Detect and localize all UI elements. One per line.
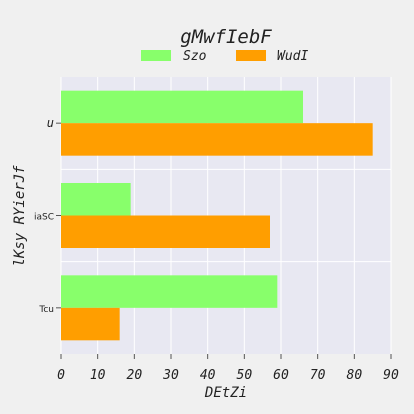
x-tick-label: 10 [90,368,106,383]
x-tick-label: 40 [200,368,216,383]
legend-label-Szo: Szo [183,49,207,64]
y-tick-label: iaSC [34,213,54,223]
legend-swatch-WudI [236,50,266,61]
y-tick-label: Tcu [38,305,54,315]
bars-group [61,90,373,341]
bar-Szo-Tcu [61,275,278,308]
x-tick-label: 20 [127,368,143,383]
y-tick-label: u [47,116,54,130]
y-axis-ticks: u iaSC Tcu [34,116,61,315]
x-tick-label: 30 [162,368,179,383]
bar-WudI-u [61,123,373,156]
chart-title: gMwfIebF [180,26,272,48]
bar-WudI-Tcu [61,307,120,341]
legend: Szo WudI [141,49,308,64]
x-axis-ticks: 0 10 20 30 40 50 60 70 80 90 [57,354,399,383]
x-tick-label: 80 [347,368,363,383]
legend-label-WudI: WudI [277,49,308,64]
x-axis-label: DEtZi [204,385,247,401]
x-tick-label: 0 [57,368,65,383]
x-tick-label: 50 [237,368,253,383]
bar-WudI-iaSC [61,215,270,248]
y-axis-label: lKsy RYierJf [12,165,28,267]
x-tick-label: 90 [383,368,399,383]
x-tick-label: 60 [273,368,289,383]
bar-Szo-iaSC [61,183,131,216]
bar-Szo-u [61,90,303,124]
x-tick-label: 70 [310,368,326,383]
legend-swatch-Szo [141,50,171,61]
